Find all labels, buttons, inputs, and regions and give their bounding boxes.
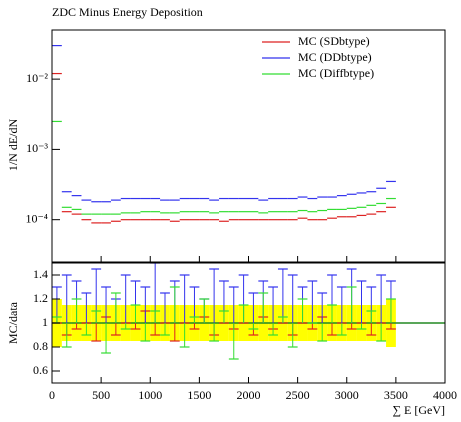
chart-title: ZDC Minus Energy Deposition	[52, 5, 203, 19]
main-frame	[51, 29, 446, 263]
x-axis-label: ∑ E [GeV]	[392, 403, 445, 417]
x-tick-label: 4000	[433, 388, 457, 402]
axes: 0 500 1000 1500 2000 2500 3000 3500 4000 10⁻⁴ 10⁻³…	[25, 34, 457, 402]
x-tick-label: 0	[49, 388, 55, 402]
y-tick-label: 1.4	[33, 267, 48, 281]
x-tick-label: 2000	[237, 388, 261, 402]
main-plot	[52, 44, 396, 224]
y-tick-label: 10⁻²	[26, 71, 48, 85]
y-tick-label: 0.8	[33, 339, 48, 353]
y-tick-label: 0.6	[33, 363, 48, 377]
y-tick-label: 10⁻⁴	[25, 211, 48, 225]
x-tick-label: 3000	[335, 388, 359, 402]
ratio-plot	[52, 263, 445, 360]
x-tick-label: 2500	[286, 388, 310, 402]
legend-label: MC (Diffbtype)	[298, 66, 374, 80]
y-tick-label: 1.2	[33, 291, 48, 305]
ratio-frame	[51, 262, 446, 384]
x-tick-label: 500	[92, 388, 110, 402]
legend-label: MC (DDbtype)	[298, 50, 372, 64]
x-tick-label: 1000	[138, 388, 162, 402]
x-tick-label: 1500	[187, 388, 211, 402]
y-axis-label: 1/N dE/dN	[6, 119, 20, 172]
y-tick-label: 1	[42, 315, 48, 329]
y-tick-label: 10⁻³	[26, 141, 48, 155]
legend-label: MC (SDbtype)	[298, 34, 370, 48]
x-tick-label: 3500	[384, 388, 408, 402]
ratio-axis-label: MC/data	[6, 301, 20, 344]
